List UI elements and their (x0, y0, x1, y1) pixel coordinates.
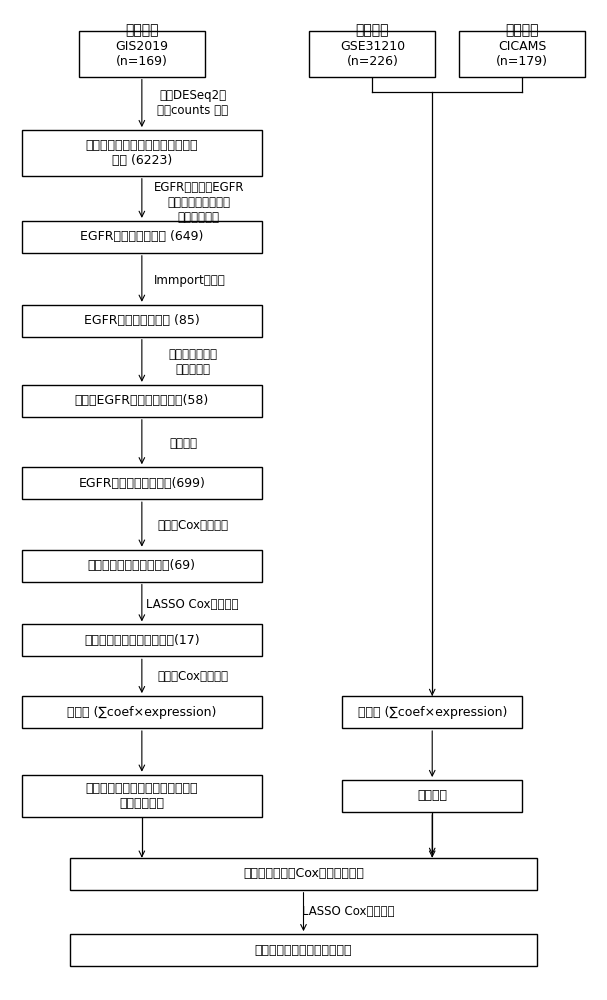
FancyBboxPatch shape (22, 624, 262, 656)
FancyBboxPatch shape (22, 467, 262, 499)
Text: 正常组织和肿瘤组织中差异表达的
基因 (6223): 正常组织和肿瘤组织中差异表达的 基因 (6223) (86, 139, 198, 167)
Text: Immport数据库: Immport数据库 (154, 274, 226, 287)
FancyBboxPatch shape (22, 550, 262, 582)
FancyBboxPatch shape (459, 31, 585, 77)
Text: 使用DESeq2包
处理counts 数据: 使用DESeq2包 处理counts 数据 (157, 89, 228, 117)
FancyBboxPatch shape (22, 775, 262, 817)
Text: LASSO Cox回归分析: LASSO Cox回归分析 (146, 598, 239, 611)
Text: 最有预后价值的免疫基因对(17): 最有预后价值的免疫基因对(17) (84, 634, 200, 647)
Text: 确定高风险组和低风险组的阈值并
进行风险分组: 确定高风险组和低风险组的阈值并 进行风险分组 (86, 782, 198, 810)
FancyBboxPatch shape (70, 934, 537, 966)
Text: LASSO Cox回归分析: LASSO Cox回归分析 (302, 905, 395, 918)
Text: 模型构建: 模型构建 (125, 23, 158, 37)
Text: 共有的EGFR相关的免疫基因(58): 共有的EGFR相关的免疫基因(58) (75, 394, 209, 407)
Text: 风险分组: 风险分组 (417, 789, 447, 802)
Text: 构建和验证免疫临床预后模型: 构建和验证免疫临床预后模型 (255, 944, 352, 957)
FancyBboxPatch shape (22, 305, 262, 337)
FancyBboxPatch shape (22, 385, 262, 417)
Text: EGFR相关的免疫基因 (85): EGFR相关的免疫基因 (85) (84, 314, 200, 327)
FancyBboxPatch shape (70, 858, 537, 890)
Text: 单因素Cox回归分析: 单因素Cox回归分析 (157, 519, 228, 532)
FancyBboxPatch shape (22, 221, 262, 253)
Text: EGFR突变型和EGFR
野生型肿瘤组织中差
异表达的基因: EGFR突变型和EGFR 野生型肿瘤组织中差 异表达的基因 (154, 181, 244, 224)
FancyBboxPatch shape (79, 31, 205, 77)
Text: GSE31210
(n=226): GSE31210 (n=226) (340, 40, 405, 68)
Text: 所有数据集都检
测到的基因: 所有数据集都检 测到的基因 (168, 348, 217, 376)
Text: EGFR相关的差异基因 (649): EGFR相关的差异基因 (649) (80, 230, 203, 243)
FancyBboxPatch shape (22, 130, 262, 176)
Text: 单因素和多因素Cox回归预后分析: 单因素和多因素Cox回归预后分析 (243, 867, 364, 880)
Text: 有预后价值的免疫基因对(69): 有预后价值的免疫基因对(69) (88, 559, 196, 572)
Text: CICAMS
(n=179): CICAMS (n=179) (496, 40, 548, 68)
FancyBboxPatch shape (22, 696, 262, 728)
Text: 风险值 (∑coef×expression): 风险值 (∑coef×expression) (67, 706, 217, 719)
Text: 多因素Cox回归分析: 多因素Cox回归分析 (157, 670, 228, 683)
Text: 配对比较: 配对比较 (170, 437, 198, 450)
Text: GIS2019
(n=169): GIS2019 (n=169) (115, 40, 168, 68)
Text: 模型验证: 模型验证 (505, 23, 539, 37)
Text: 模型测试: 模型测试 (356, 23, 389, 37)
Text: EGFR相关的免疫基因对(699): EGFR相关的免疫基因对(699) (78, 477, 205, 490)
FancyBboxPatch shape (342, 696, 522, 728)
FancyBboxPatch shape (310, 31, 435, 77)
Text: 风险值 (∑coef×expression): 风险值 (∑coef×expression) (358, 706, 507, 719)
FancyBboxPatch shape (342, 780, 522, 812)
